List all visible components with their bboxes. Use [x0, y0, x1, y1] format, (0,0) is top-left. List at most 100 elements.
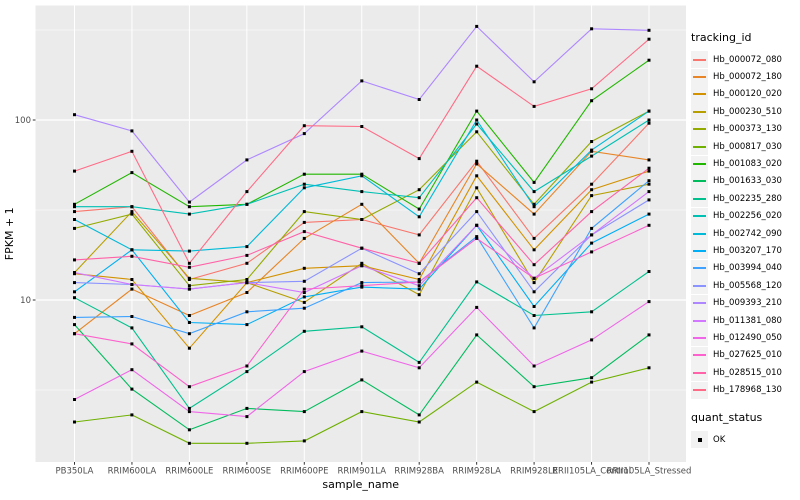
x-tick-label: RRIM600LA	[108, 467, 157, 477]
data-point	[245, 158, 249, 162]
legend-key	[691, 68, 708, 86]
data-point	[187, 200, 191, 204]
series-color-line-icon	[693, 319, 706, 322]
data-point	[360, 261, 364, 265]
legend-item: Hb_027625_010	[691, 346, 782, 364]
data-point	[130, 129, 134, 133]
data-point	[360, 325, 364, 329]
data-point	[475, 236, 479, 240]
data-point	[647, 28, 651, 32]
data-point	[302, 220, 306, 224]
legend-items: Hb_000072_080 Hb_000072_180 Hb_000120_020 H…	[691, 51, 782, 399]
data-point	[73, 210, 76, 214]
series-color-line-icon	[693, 284, 706, 287]
data-point	[475, 122, 479, 126]
data-point	[302, 295, 306, 299]
data-point	[130, 254, 134, 258]
data-point	[647, 366, 651, 370]
data-point	[245, 253, 249, 257]
legend-item: Hb_001083_020	[691, 155, 782, 173]
data-point	[187, 265, 191, 269]
series-color-line-icon	[693, 58, 706, 61]
data-point	[590, 376, 594, 380]
legend-key	[691, 329, 708, 347]
data-point	[475, 186, 479, 190]
data-point	[73, 420, 76, 424]
data-point	[73, 290, 76, 294]
series-color-line-icon	[693, 267, 706, 270]
legend-item: Hb_002742_090	[691, 225, 782, 243]
data-point	[245, 245, 249, 249]
data-point	[187, 261, 191, 265]
legend-key	[691, 155, 708, 173]
data-point	[360, 284, 364, 288]
data-point	[417, 278, 421, 281]
data-point	[647, 190, 651, 194]
data-point	[532, 385, 536, 389]
data-point	[360, 125, 364, 128]
data-point	[130, 342, 134, 346]
data-point	[73, 113, 76, 117]
data-point	[302, 266, 306, 270]
data-point	[532, 80, 536, 84]
legend-item-label: Hb_000373_130	[713, 124, 782, 135]
data-point	[187, 276, 191, 280]
legend-key	[691, 381, 708, 399]
legend-item: Hb_000817_030	[691, 138, 782, 156]
data-point	[187, 332, 191, 336]
legend-item: Hb_000120_020	[691, 85, 782, 103]
data-point	[187, 406, 191, 410]
data-point	[187, 441, 191, 445]
legend-key	[691, 346, 708, 364]
data-point	[130, 413, 134, 417]
data-point	[590, 210, 594, 214]
data-point	[417, 98, 421, 101]
data-point	[590, 148, 594, 152]
data-point	[302, 236, 306, 240]
data-point	[532, 190, 536, 194]
x-tick-label: PB350LA	[56, 467, 94, 477]
data-point	[590, 310, 594, 314]
data-point	[245, 190, 249, 194]
data-point	[302, 370, 306, 374]
series-color-line-icon	[693, 389, 706, 392]
data-point	[187, 287, 191, 291]
data-point	[647, 118, 651, 122]
legend-title-quant-status: quant_status	[691, 410, 763, 424]
data-point	[302, 124, 306, 128]
data-point	[417, 261, 421, 265]
data-point	[475, 210, 479, 214]
legend-key	[691, 103, 708, 121]
data-point	[302, 230, 306, 234]
legend-item-label: Hb_000072_080	[713, 54, 782, 65]
series-color-line-icon	[693, 110, 706, 113]
data-point	[245, 441, 249, 445]
data-point	[417, 207, 421, 211]
x-tick-label: RRIM928LA	[452, 467, 501, 477]
legend-key	[691, 259, 708, 277]
data-point	[647, 270, 651, 273]
legend-item-label: Hb_000072_180	[713, 72, 782, 83]
data-point	[590, 241, 594, 245]
legend-key	[691, 294, 708, 312]
data-point	[130, 387, 134, 391]
data-point	[73, 323, 76, 327]
legend-item: Hb_002256_020	[691, 207, 782, 225]
data-point	[73, 296, 76, 300]
data-point	[130, 248, 134, 252]
legend-key	[691, 242, 708, 260]
data-point	[475, 118, 479, 122]
series-color-line-icon	[693, 197, 706, 200]
data-point	[302, 306, 306, 310]
legend-item-label: Hb_178968_130	[713, 385, 782, 396]
data-point	[647, 166, 651, 170]
data-point	[130, 278, 134, 281]
data-point	[475, 109, 479, 113]
legend-item-label: Hb_005568_120	[713, 280, 782, 291]
data-point	[187, 284, 191, 288]
series-color-line-icon	[693, 354, 706, 357]
data-point	[647, 212, 651, 216]
data-point	[130, 283, 134, 286]
series-color-line-icon	[693, 215, 706, 218]
legend-item: Hb_001633_030	[691, 172, 782, 190]
